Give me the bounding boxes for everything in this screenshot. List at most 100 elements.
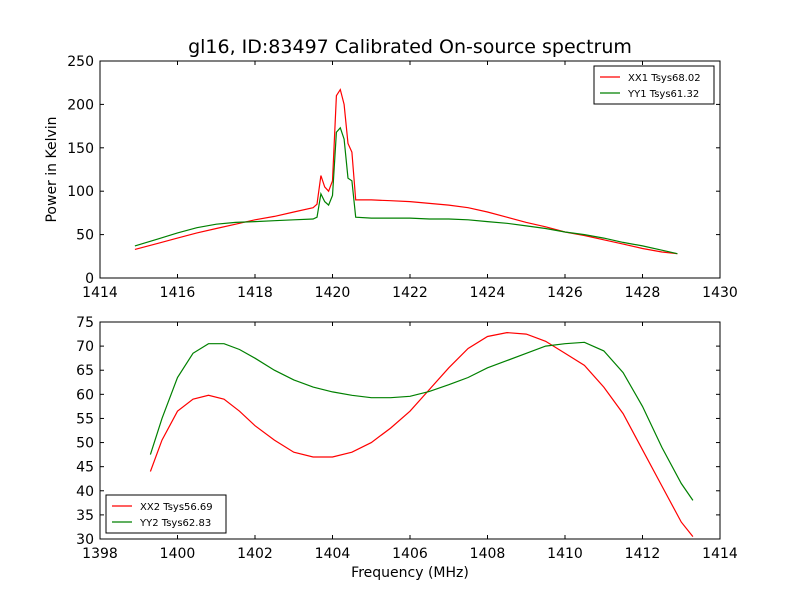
data-point bbox=[351, 395, 352, 396]
x-tick-label: 1426 bbox=[547, 285, 583, 301]
y-tick-label: 65 bbox=[76, 363, 94, 379]
data-point bbox=[336, 132, 337, 133]
data-point bbox=[468, 207, 469, 208]
x-tick-label: 1400 bbox=[160, 546, 196, 562]
y-tick-label: 35 bbox=[76, 508, 94, 524]
data-point bbox=[545, 228, 546, 229]
data-point bbox=[254, 219, 255, 220]
data-point bbox=[177, 411, 178, 412]
data-point bbox=[324, 201, 325, 202]
x-tick-label: 1420 bbox=[315, 285, 351, 301]
data-point bbox=[196, 232, 197, 233]
legend-entry: YY1 Tsys61.32 bbox=[627, 89, 699, 100]
x-tick-label: 1402 bbox=[237, 546, 273, 562]
data-point bbox=[336, 95, 337, 96]
data-point bbox=[161, 418, 162, 419]
legend: XX1 Tsys68.02 YY1 Tsys61.32 bbox=[593, 65, 715, 105]
data-point bbox=[316, 204, 317, 205]
data-point bbox=[681, 522, 682, 523]
data-point bbox=[274, 440, 275, 441]
data-point bbox=[324, 186, 325, 187]
data-point bbox=[429, 391, 430, 392]
data-point bbox=[274, 220, 275, 221]
data-point bbox=[216, 224, 217, 225]
x-tick-label: 1430 bbox=[702, 285, 738, 301]
data-point bbox=[239, 349, 240, 350]
y-tick-label: 75 bbox=[76, 315, 94, 331]
legend-entry: XX2 Tsys56.69 bbox=[140, 502, 213, 513]
data-point bbox=[661, 447, 662, 448]
y-tick-label: 100 bbox=[67, 184, 94, 200]
data-point bbox=[564, 343, 565, 344]
data-point bbox=[328, 205, 329, 206]
data-point bbox=[313, 218, 314, 219]
y-tick-label: 200 bbox=[67, 97, 94, 113]
data-point bbox=[603, 239, 604, 240]
data-point bbox=[661, 251, 662, 252]
y-tick-label: 50 bbox=[76, 228, 94, 244]
data-point bbox=[274, 216, 275, 217]
data-point bbox=[642, 449, 643, 450]
data-point bbox=[340, 89, 341, 90]
data-point bbox=[429, 389, 430, 390]
data-point bbox=[584, 342, 585, 343]
data-point bbox=[371, 218, 372, 219]
data-point bbox=[642, 245, 643, 246]
data-point bbox=[409, 201, 410, 202]
series-line-2 bbox=[134, 126, 678, 255]
data-point bbox=[313, 456, 314, 457]
data-point bbox=[681, 483, 682, 484]
data-point bbox=[448, 384, 449, 385]
data-point bbox=[603, 238, 604, 239]
data-point bbox=[409, 218, 410, 219]
x-tick-label: 1414 bbox=[702, 546, 738, 562]
data-point bbox=[448, 205, 449, 206]
data-point bbox=[603, 350, 604, 351]
data-point bbox=[661, 250, 662, 251]
data-point bbox=[371, 397, 372, 398]
data-point bbox=[340, 127, 341, 128]
chart-title: gl16, ID:83497 Calibrated On-source spec… bbox=[188, 36, 632, 58]
x-tick-label: 1418 bbox=[237, 285, 273, 301]
data-point bbox=[584, 365, 585, 366]
data-point bbox=[347, 178, 348, 179]
data-point bbox=[293, 452, 294, 453]
data-point bbox=[409, 396, 410, 397]
data-point bbox=[351, 152, 352, 153]
x-axis-label: Frequency (MHz) bbox=[351, 565, 469, 581]
data-point bbox=[351, 452, 352, 453]
legend-entry: YY2 Tsys62.83 bbox=[139, 518, 211, 529]
data-point bbox=[239, 411, 240, 412]
data-point bbox=[293, 211, 294, 212]
data-point bbox=[134, 249, 135, 250]
y-tick-label: 0 bbox=[85, 271, 94, 287]
y-tick-label: 70 bbox=[76, 339, 94, 355]
data-point bbox=[332, 391, 333, 392]
data-point bbox=[487, 367, 488, 368]
data-point bbox=[216, 228, 217, 229]
x-tick-label: 1414 bbox=[82, 285, 118, 301]
data-point bbox=[642, 406, 643, 407]
data-point bbox=[545, 341, 546, 342]
data-point bbox=[161, 440, 162, 441]
data-point bbox=[468, 348, 469, 349]
y-tick-label: 45 bbox=[76, 460, 94, 476]
x-tick-label: 1416 bbox=[160, 285, 196, 301]
data-point bbox=[409, 411, 410, 412]
legend-box bbox=[593, 65, 715, 105]
data-point bbox=[448, 218, 449, 219]
data-point bbox=[344, 139, 345, 140]
series-line-2 bbox=[149, 341, 694, 501]
data-point bbox=[332, 456, 333, 457]
data-point bbox=[150, 471, 151, 472]
data-point bbox=[254, 358, 255, 359]
top-plot: 1414 1416 1418 1420 1422 1424 1426 1428 1430 0 50 1… bbox=[44, 54, 738, 301]
x-tick-label: 1428 bbox=[625, 285, 661, 301]
data-point bbox=[320, 193, 321, 194]
data-point bbox=[313, 207, 314, 208]
data-point bbox=[390, 200, 391, 201]
data-point bbox=[487, 211, 488, 212]
data-point bbox=[320, 175, 321, 176]
data-point bbox=[692, 500, 693, 501]
